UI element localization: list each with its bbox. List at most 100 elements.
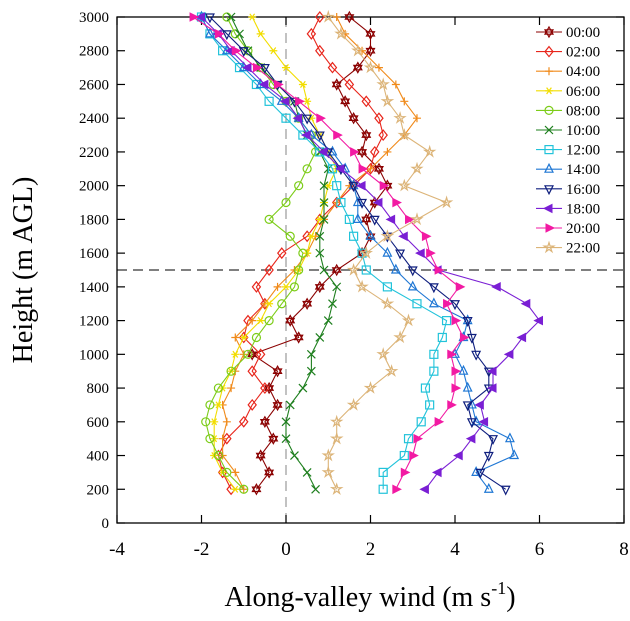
data-point-b <box>373 166 384 176</box>
data-point <box>251 280 262 293</box>
data-point <box>319 214 329 224</box>
data-point <box>391 80 400 89</box>
data-point <box>466 418 477 429</box>
data-point <box>403 434 414 444</box>
data-point <box>301 130 311 140</box>
series-1800 <box>195 12 543 495</box>
data-point <box>217 466 228 479</box>
data-point <box>274 79 284 90</box>
data-point <box>379 180 390 191</box>
legend-label: 04:00 <box>566 64 600 80</box>
data-point <box>298 383 308 393</box>
data-point <box>315 333 325 342</box>
data-point <box>277 247 287 260</box>
data-point <box>281 197 291 208</box>
data-point <box>369 215 380 226</box>
legend-marker <box>545 87 553 95</box>
y-tick-label: 2200 <box>79 145 109 161</box>
data-point <box>285 400 295 410</box>
data-point <box>231 485 240 493</box>
data-point <box>412 114 421 123</box>
data-point <box>332 181 342 191</box>
legend-marker <box>544 145 554 155</box>
data-point <box>437 332 447 343</box>
data-point-b <box>272 368 283 378</box>
data-point <box>516 332 527 343</box>
data-point <box>429 349 439 359</box>
data-point <box>462 381 473 392</box>
data-point <box>384 364 399 377</box>
data-point <box>447 349 457 360</box>
data-point <box>251 332 262 343</box>
y-tick-label: 2000 <box>79 179 109 195</box>
data-point <box>509 449 520 460</box>
y-tick-label: 3000 <box>79 10 109 26</box>
data-point <box>268 432 279 442</box>
data-point <box>205 400 215 410</box>
data-point <box>256 317 265 325</box>
data-point <box>409 450 419 461</box>
x-tick-label: 2 <box>366 539 376 560</box>
data-point <box>374 63 383 72</box>
data-point <box>434 416 445 427</box>
data-point-b <box>268 435 279 445</box>
data-point <box>428 297 439 308</box>
legend-marker <box>544 45 554 58</box>
data-point <box>247 348 258 358</box>
data-point <box>453 450 463 461</box>
data-point <box>500 485 511 496</box>
data-point <box>451 315 462 326</box>
data-point <box>323 316 333 326</box>
data-point <box>475 468 486 479</box>
data-point <box>348 179 359 190</box>
data-point <box>340 95 351 105</box>
series-line <box>201 16 515 490</box>
data-point <box>455 282 466 292</box>
data-point <box>204 27 215 38</box>
data-point <box>410 212 424 226</box>
data-point <box>238 415 249 428</box>
legend-marker-b <box>543 29 555 39</box>
legend-label: 20:00 <box>566 221 600 237</box>
series-line <box>230 16 338 490</box>
data-point <box>315 44 325 57</box>
data-point <box>431 467 442 478</box>
data-point <box>425 400 435 410</box>
y-tick-label: 1000 <box>79 347 109 363</box>
data-point <box>205 434 215 444</box>
data-point <box>373 162 384 172</box>
data-point <box>378 484 388 494</box>
data-point <box>298 248 308 258</box>
data-point <box>272 364 283 374</box>
data-point <box>504 432 515 443</box>
data-point <box>327 145 338 156</box>
data-point <box>227 384 236 393</box>
data-point-b <box>361 132 372 142</box>
data-point <box>410 161 424 175</box>
data-point <box>399 450 409 461</box>
data-point <box>421 231 432 242</box>
y-tick-label: 1200 <box>79 314 109 330</box>
data-point-b <box>357 149 368 159</box>
data-point <box>221 30 232 41</box>
data-point <box>361 128 372 138</box>
data-point <box>282 283 290 291</box>
data-point <box>380 296 395 310</box>
data-point <box>422 144 437 158</box>
data-point <box>355 180 366 191</box>
data-point <box>398 231 408 242</box>
data-point-b <box>259 419 270 429</box>
data-point <box>306 349 316 359</box>
data-point <box>395 249 406 260</box>
legend-marker <box>542 203 553 214</box>
data-point <box>412 299 422 309</box>
data-point-b <box>361 216 372 226</box>
data-point <box>321 448 335 462</box>
data-point <box>260 382 270 395</box>
y-tick-label: 1400 <box>79 280 109 296</box>
data-point <box>231 350 240 358</box>
data-point <box>327 61 338 74</box>
data-point-b <box>344 14 355 24</box>
x-tick-label: -4 <box>109 539 125 560</box>
